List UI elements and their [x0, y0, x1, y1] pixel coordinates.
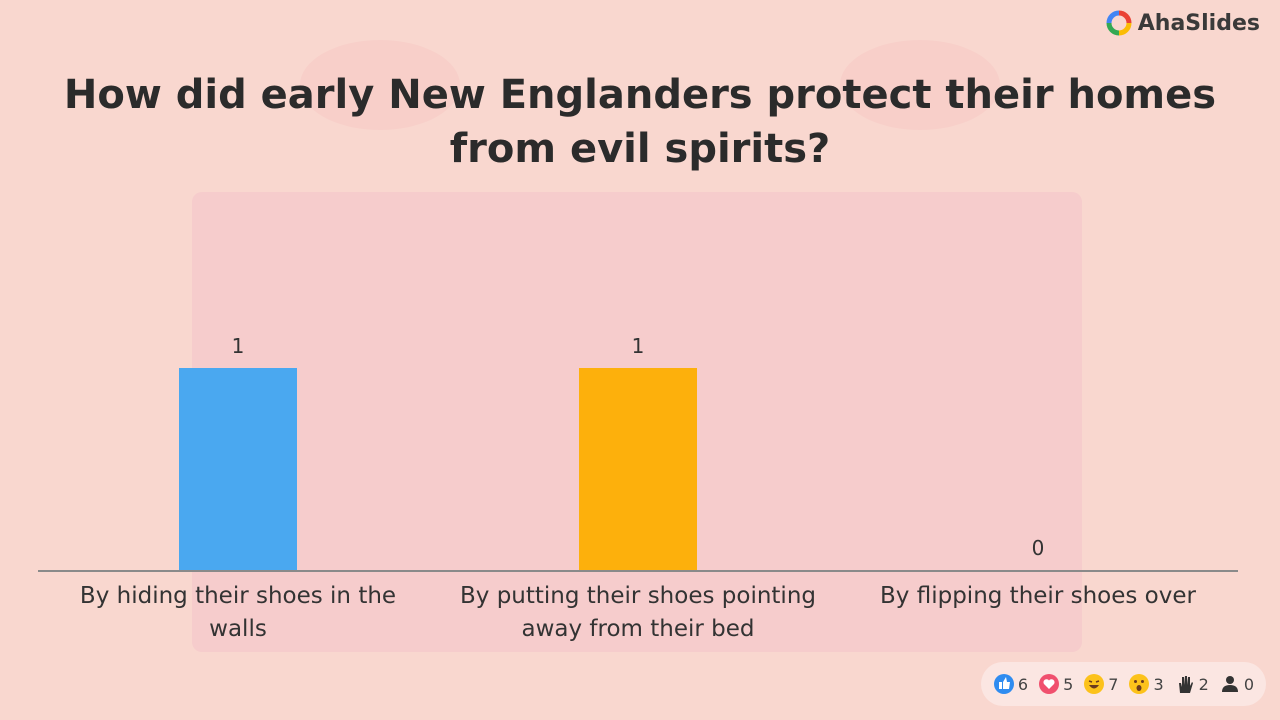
- reaction: 5: [1038, 673, 1073, 695]
- value-label: 1: [231, 334, 245, 358]
- reaction-count: 3: [1153, 674, 1164, 694]
- chart-title: How did early New Englanders protect the…: [63, 72, 1217, 172]
- decoration: [840, 40, 1000, 130]
- reaction-count: 6: [1017, 674, 1029, 694]
- reaction-count: 7: [1108, 674, 1119, 694]
- category-label: By flipping their shoes over: [880, 583, 1196, 609]
- reaction: 3: [1128, 673, 1164, 695]
- reaction-count: 2: [1198, 674, 1209, 694]
- people-icon: [1221, 676, 1238, 692]
- reaction-count: 0: [1243, 674, 1254, 694]
- brand-logo: [1106, 10, 1132, 36]
- heart-icon: [1039, 674, 1060, 694]
- category-label: By putting their shoes pointing away fro…: [460, 583, 816, 642]
- baseline: [38, 570, 1238, 572]
- reaction: 2: [1174, 673, 1209, 695]
- reaction: 7: [1083, 673, 1118, 695]
- value-label: 1: [631, 334, 645, 358]
- laugh-icon: [1084, 674, 1105, 694]
- like-icon: [993, 674, 1014, 694]
- decoration: [300, 40, 460, 130]
- reaction: 0: [1219, 673, 1254, 695]
- bar: [179, 368, 297, 570]
- wow-icon: [1129, 674, 1150, 694]
- reactions: 6 5 7 3 2 0: [980, 662, 1266, 706]
- reaction: 6: [993, 673, 1028, 695]
- reaction-count: 5: [1063, 674, 1074, 694]
- bar: [579, 368, 697, 570]
- hand-icon: [1178, 676, 1193, 693]
- category-label: By hiding their shoes in the walls: [79, 583, 397, 642]
- brand: AhaSlides: [1106, 10, 1260, 36]
- brand-name: AhaSlides: [1137, 10, 1260, 36]
- value-label: 0: [1031, 536, 1045, 560]
